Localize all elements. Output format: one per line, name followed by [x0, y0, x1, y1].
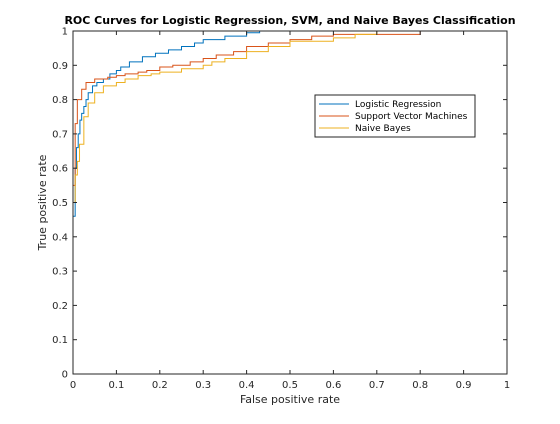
legend-label: Naive Bayes — [355, 124, 411, 134]
x-tick-label: 0.9 — [456, 380, 472, 391]
roc-line-logistic-regression — [72, 30, 507, 374]
x-axis-label: False positive rate — [240, 393, 340, 406]
y-tick-label: 0.3 — [52, 267, 68, 278]
series-layer — [72, 30, 507, 374]
x-tick-label: 0.3 — [195, 380, 211, 391]
y-tick-label: 1 — [62, 27, 68, 38]
x-tick-label: 0.2 — [152, 380, 168, 391]
x-tick-label: 0.8 — [412, 380, 428, 391]
x-tick-label: 1 — [504, 380, 510, 391]
y-tick-label: 0.6 — [52, 164, 68, 175]
y-tick-label: 0.5 — [52, 198, 68, 209]
y-tick-label: 0.9 — [52, 61, 68, 72]
x-tick-label: 0.7 — [369, 380, 385, 391]
y-axis-label: True positive rate — [36, 154, 49, 251]
legend-label: Support Vector Machines — [355, 112, 468, 122]
y-tick-label: 0.2 — [52, 301, 68, 312]
x-tick-label: 0.4 — [239, 380, 255, 391]
x-tick-label: 0.1 — [108, 380, 124, 391]
chart-title: ROC Curves for Logistic Regression, SVM,… — [64, 14, 515, 27]
plot-area — [73, 31, 507, 374]
y-tick-label: 0 — [62, 370, 68, 381]
y-tick-label: 0.7 — [52, 129, 68, 140]
y-tick-label: 0.1 — [52, 335, 68, 346]
roc-line-naive-bayes — [72, 30, 507, 374]
legend: Logistic Regression Support Vector Machin… — [314, 94, 476, 138]
x-tick-label: 0 — [70, 380, 76, 391]
y-axis-ticks: 0 0.1 0.2 0.3 0.4 0.5 0.6 0.7 0.8 0.9 1 — [52, 27, 507, 381]
y-tick-label: 0.8 — [52, 95, 68, 106]
legend-label: Logistic Regression — [355, 100, 441, 110]
y-tick-label: 0.4 — [52, 232, 68, 243]
x-axis-ticks: 0 0.1 0.2 0.3 0.4 0.5 0.6 0.7 0.8 0.9 1 — [70, 31, 510, 391]
x-tick-label: 0.5 — [282, 380, 298, 391]
x-tick-label: 0.6 — [325, 380, 341, 391]
